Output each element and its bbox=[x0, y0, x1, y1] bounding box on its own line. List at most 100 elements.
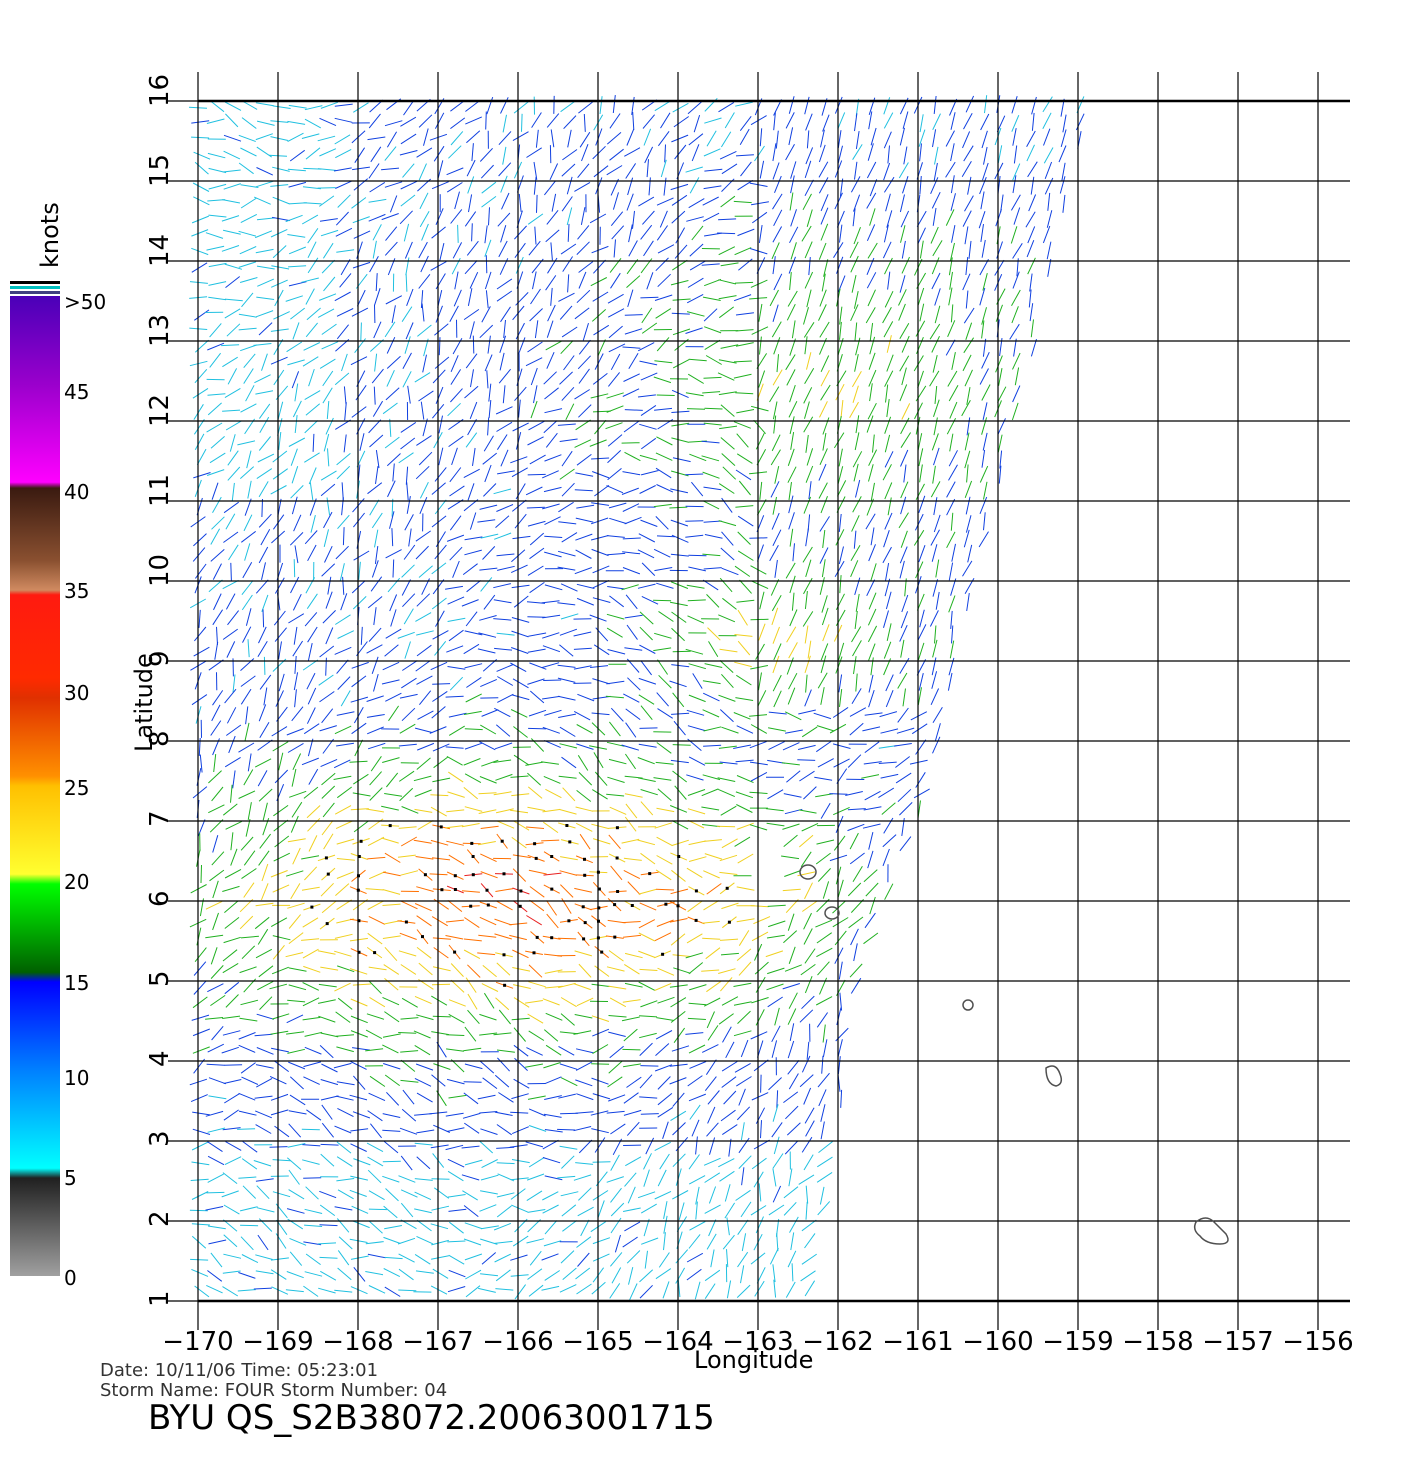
wind-vector bbox=[415, 1270, 434, 1274]
wind-vector bbox=[448, 1094, 467, 1099]
rain-flag bbox=[583, 921, 587, 925]
wind-vector bbox=[337, 1189, 354, 1200]
wind-vector bbox=[336, 1156, 353, 1167]
wind-vector bbox=[191, 1235, 207, 1249]
wind-vector bbox=[464, 1253, 483, 1261]
wind-vector bbox=[245, 706, 249, 725]
wind-vector bbox=[464, 1063, 483, 1070]
wind-vector bbox=[222, 229, 241, 235]
wind-vector bbox=[464, 917, 480, 929]
wind-vector bbox=[230, 784, 233, 803]
wind-vector bbox=[1028, 194, 1037, 212]
wind-vector bbox=[193, 196, 210, 206]
wind-vector bbox=[336, 324, 349, 340]
wind-vector bbox=[880, 773, 899, 779]
wind-vector bbox=[445, 825, 464, 829]
wind-vector bbox=[222, 1286, 239, 1297]
wind-vector bbox=[351, 722, 367, 735]
wind-vector bbox=[543, 1240, 562, 1247]
wind-vector bbox=[227, 450, 239, 466]
wind-vector bbox=[803, 928, 813, 945]
wind-vector bbox=[430, 806, 447, 817]
wind-vector bbox=[353, 178, 369, 191]
wind-vector bbox=[448, 145, 462, 159]
wind-vector bbox=[416, 644, 432, 657]
wind-vector bbox=[1058, 145, 1067, 163]
wind-vector bbox=[495, 997, 510, 1011]
wind-vector bbox=[567, 274, 570, 293]
wind-vector bbox=[772, 256, 776, 275]
wind-vector bbox=[544, 584, 563, 591]
wind-vector bbox=[526, 1047, 543, 1056]
wind-vector bbox=[688, 663, 707, 670]
wind-vector bbox=[1044, 177, 1054, 195]
wind-vector bbox=[577, 225, 590, 240]
wind-vector bbox=[772, 401, 778, 420]
wind-vector bbox=[210, 549, 225, 562]
wind-vector bbox=[686, 933, 703, 944]
wind-vector bbox=[578, 101, 593, 114]
wind-vector bbox=[767, 996, 783, 1008]
wind-vector bbox=[397, 854, 416, 858]
wind-vector bbox=[206, 245, 225, 251]
wind-vector bbox=[191, 215, 209, 224]
wind-vector bbox=[901, 335, 910, 353]
wind-vector bbox=[373, 386, 376, 405]
wind-vector bbox=[258, 788, 273, 802]
wind-vector bbox=[258, 626, 267, 644]
wind-vector bbox=[918, 672, 924, 691]
wind-vector bbox=[401, 677, 417, 689]
wind-vector bbox=[207, 342, 225, 351]
wind-vector bbox=[493, 618, 512, 621]
wind-vector bbox=[448, 435, 464, 448]
wind-vector bbox=[575, 806, 594, 812]
wind-vector bbox=[334, 134, 351, 145]
wind-vector bbox=[350, 1175, 369, 1181]
wind-vector bbox=[452, 560, 460, 578]
wind-vector bbox=[898, 512, 909, 529]
wind-vector bbox=[256, 1077, 273, 1088]
wind-vector bbox=[641, 437, 657, 450]
wind-vector bbox=[561, 386, 575, 401]
wind-vector bbox=[573, 1030, 592, 1035]
wind-vector bbox=[470, 369, 474, 388]
wind-vector bbox=[495, 808, 514, 814]
wind-vector bbox=[225, 276, 241, 288]
wind-vector bbox=[422, 354, 427, 373]
wind-vector bbox=[671, 664, 690, 668]
wind-vector bbox=[353, 1158, 371, 1166]
wind-vector bbox=[704, 168, 723, 172]
wind-vector bbox=[561, 326, 578, 338]
wind-vector bbox=[466, 130, 481, 144]
wind-vector bbox=[356, 289, 366, 307]
wind-vector bbox=[656, 836, 673, 847]
wind-vector bbox=[610, 178, 619, 196]
wind-vector bbox=[289, 149, 305, 162]
wind-vector bbox=[644, 1250, 648, 1269]
wind-vector bbox=[307, 241, 317, 259]
wind-vector bbox=[205, 232, 224, 239]
y-axis-title: Latitude bbox=[130, 653, 158, 752]
wind-vector bbox=[614, 1234, 621, 1253]
wind-vector bbox=[654, 407, 673, 411]
wind-vector bbox=[868, 464, 874, 482]
wind-vector bbox=[609, 806, 627, 815]
wind-vector bbox=[365, 1241, 384, 1245]
wind-vector bbox=[418, 273, 431, 289]
wind-vector bbox=[303, 1076, 320, 1085]
wind-vector bbox=[578, 1187, 592, 1201]
wind-vector bbox=[487, 335, 491, 354]
wind-vector bbox=[998, 465, 1002, 484]
wind-vector bbox=[1009, 323, 1020, 340]
wind-vector bbox=[834, 96, 843, 114]
wind-vector bbox=[622, 1236, 638, 1248]
wind-vector bbox=[738, 1155, 752, 1169]
wind-vector bbox=[477, 1094, 496, 1100]
wind-vector bbox=[932, 113, 941, 131]
wind-vector bbox=[737, 609, 748, 626]
wind-vector bbox=[290, 307, 306, 320]
wind-vector bbox=[787, 1008, 797, 1025]
wind-vector bbox=[496, 278, 513, 290]
wind-vector bbox=[352, 1047, 371, 1051]
wind-vector bbox=[702, 471, 720, 479]
